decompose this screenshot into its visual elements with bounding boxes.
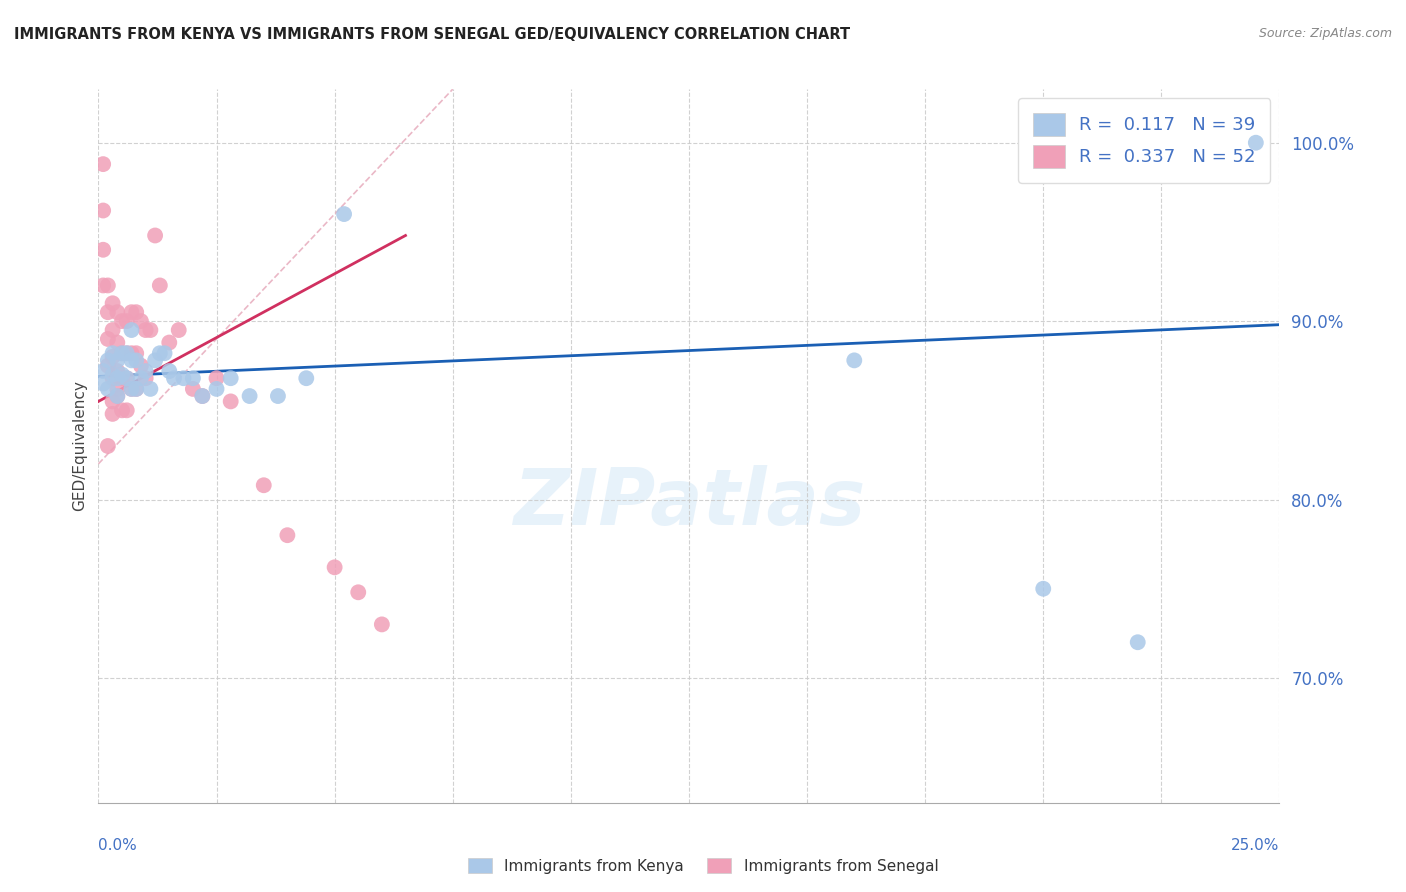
Point xyxy=(323,560,346,574)
Point xyxy=(115,314,138,328)
Point xyxy=(135,371,157,385)
Point xyxy=(1032,582,1054,596)
Point xyxy=(157,335,180,350)
Point xyxy=(97,439,120,453)
Point xyxy=(149,346,172,360)
Point xyxy=(135,364,157,378)
Point xyxy=(91,203,114,218)
Point xyxy=(295,371,318,385)
Text: 25.0%: 25.0% xyxy=(1232,838,1279,854)
Point xyxy=(1126,635,1149,649)
Point xyxy=(167,323,190,337)
Point xyxy=(253,478,276,492)
Point xyxy=(163,371,186,385)
Point xyxy=(143,228,166,243)
Point xyxy=(91,278,114,293)
Point xyxy=(91,376,114,391)
Point xyxy=(91,243,114,257)
Point xyxy=(97,305,120,319)
Point xyxy=(191,389,214,403)
Point xyxy=(111,403,134,417)
Point xyxy=(149,278,172,293)
Text: ZIPatlas: ZIPatlas xyxy=(513,465,865,541)
Point xyxy=(219,371,242,385)
Point xyxy=(105,305,128,319)
Point xyxy=(105,335,128,350)
Point xyxy=(129,371,152,385)
Point xyxy=(1244,136,1267,150)
Legend: R =  0.117   N = 39, R =  0.337   N = 52: R = 0.117 N = 39, R = 0.337 N = 52 xyxy=(1018,98,1271,183)
Point xyxy=(125,346,148,360)
Point xyxy=(125,305,148,319)
Point xyxy=(111,371,134,385)
Point xyxy=(101,407,124,421)
Point xyxy=(143,353,166,368)
Y-axis label: GED/Equivalency: GED/Equivalency xyxy=(72,381,87,511)
Point xyxy=(91,157,114,171)
Point xyxy=(371,617,394,632)
Point xyxy=(97,382,120,396)
Point xyxy=(97,278,120,293)
Point xyxy=(101,350,124,364)
Point xyxy=(101,371,124,385)
Point xyxy=(105,371,128,385)
Point xyxy=(333,207,356,221)
Point xyxy=(191,389,214,403)
Point xyxy=(139,323,162,337)
Point xyxy=(239,389,262,403)
Point xyxy=(205,371,228,385)
Point xyxy=(181,371,204,385)
Point xyxy=(115,371,138,385)
Point xyxy=(172,371,194,385)
Point xyxy=(101,346,124,360)
Point xyxy=(101,296,124,310)
Point xyxy=(121,305,143,319)
Point xyxy=(105,382,128,396)
Point xyxy=(267,389,290,403)
Point xyxy=(111,346,134,360)
Point xyxy=(219,394,242,409)
Point xyxy=(97,359,120,373)
Point xyxy=(157,364,180,378)
Point xyxy=(129,314,152,328)
Point xyxy=(115,403,138,417)
Point xyxy=(121,346,143,360)
Point xyxy=(101,323,124,337)
Point xyxy=(101,368,124,382)
Point xyxy=(105,389,128,403)
Point xyxy=(125,353,148,368)
Point xyxy=(111,314,134,328)
Point xyxy=(121,323,143,337)
Point xyxy=(121,382,143,396)
Point xyxy=(205,382,228,396)
Point xyxy=(101,394,124,409)
Text: Source: ZipAtlas.com: Source: ZipAtlas.com xyxy=(1258,27,1392,40)
Point xyxy=(121,353,143,368)
Point xyxy=(91,364,114,378)
Point xyxy=(129,359,152,373)
Point xyxy=(97,332,120,346)
Point xyxy=(153,346,176,360)
Point xyxy=(115,371,138,385)
Point xyxy=(97,353,120,368)
Point xyxy=(125,382,148,396)
Text: IMMIGRANTS FROM KENYA VS IMMIGRANTS FROM SENEGAL GED/EQUIVALENCY CORRELATION CHA: IMMIGRANTS FROM KENYA VS IMMIGRANTS FROM… xyxy=(14,27,851,42)
Text: 0.0%: 0.0% xyxy=(98,838,138,854)
Point xyxy=(125,382,148,396)
Point xyxy=(276,528,298,542)
Point xyxy=(105,353,128,368)
Point xyxy=(105,364,128,378)
Point xyxy=(111,346,134,360)
Legend: Immigrants from Kenya, Immigrants from Senegal: Immigrants from Kenya, Immigrants from S… xyxy=(461,852,945,880)
Point xyxy=(121,382,143,396)
Point xyxy=(844,353,866,368)
Point xyxy=(135,323,157,337)
Point xyxy=(181,382,204,396)
Point xyxy=(139,382,162,396)
Point xyxy=(347,585,370,599)
Point xyxy=(115,346,138,360)
Point xyxy=(115,346,138,360)
Point xyxy=(111,368,134,382)
Point xyxy=(105,389,128,403)
